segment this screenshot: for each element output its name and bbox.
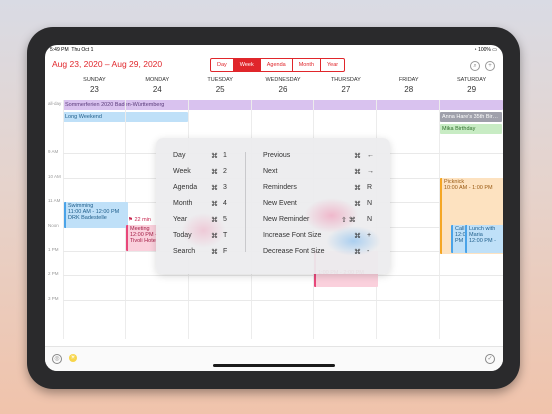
shortcut-row[interactable]: Month ⌘ 4 [173, 200, 227, 208]
event-title: Picknick [444, 179, 465, 185]
event-location: DRK Badestelle [68, 215, 107, 221]
highlight-blob [326, 226, 381, 256]
shortcut-row[interactable]: Previous ⌘ ← [263, 152, 374, 160]
reminders-check-icon[interactable]: ✓ [485, 354, 495, 364]
date-range-title: Aug 23, 2020 – Aug 29, 2020 [52, 59, 163, 69]
event-call[interactable]: Call 12:0 PM [451, 225, 469, 253]
tab-day[interactable]: Day [217, 62, 227, 68]
event-title: Meeting [130, 226, 150, 232]
hour-label: 11 AM [48, 198, 61, 203]
tab-year[interactable]: Year [320, 59, 344, 71]
shortcut-row[interactable]: Year ⌘ 5 [173, 216, 227, 224]
day-header[interactable]: WEDNESDAY 26 [265, 77, 301, 94]
hour-label: 3 PM [48, 296, 59, 301]
tab-agenda[interactable]: Agenda [259, 59, 292, 71]
shortcut-row[interactable]: Day ⌘ 1 [173, 152, 227, 160]
event-title: Swimming [68, 203, 94, 209]
event-meeting[interactable]: Meeting 12:00 PM - Tivoli Hote [126, 225, 160, 251]
event-time: 11:00 AM - 12:00 PM [68, 209, 120, 215]
hour-line [63, 300, 503, 301]
shortcut-row[interactable]: Next ⌘ → [263, 168, 374, 176]
event-time-suffix: PM [455, 238, 464, 244]
day-divider [63, 100, 64, 339]
day-header[interactable]: THURSDAY 27 [330, 77, 361, 94]
day-header[interactable]: TUESDAY 25 [207, 77, 233, 94]
column-divider [245, 152, 246, 252]
event-time: 12:00 PM - [130, 232, 157, 238]
shortcut-row[interactable]: Today ⌘ T [173, 232, 228, 240]
day-header[interactable]: SUNDAY 23 [83, 77, 106, 94]
travel-time: ⚑ 22 min [128, 217, 151, 223]
view-switcher: Day Week Agenda Month Year [210, 58, 346, 72]
shortcut-column-left: Day ⌘ 1 Week ⌘ 2 Agenda ⌘ 3 Month ⌘ 4 Year ⌘ 5 Tod… [173, 152, 233, 264]
calendars-icon[interactable]: ◎ [52, 354, 62, 364]
day-header[interactable]: MONDAY 24 [145, 77, 170, 94]
day-header[interactable]: FRIDAY 28 [398, 77, 419, 94]
hour-label: 1 PM [48, 247, 59, 252]
all-day-event[interactable]: Anna Hare's 35th Bir… [440, 112, 502, 122]
calendar-screen: 5:49 PM Thu Oct 1 ◔ 100% ▭ Aug 23, 2020 … [45, 45, 503, 371]
event-time: 12:0 [455, 232, 466, 238]
hour-label: Noon [48, 223, 59, 228]
home-indicator [213, 364, 335, 367]
weather-icon[interactable]: ☀ [69, 354, 77, 362]
add-event-icon[interactable]: + [485, 61, 495, 71]
shortcut-row[interactable]: Reminders ⌘ R [263, 184, 373, 192]
calendar-header: Aug 23, 2020 – Aug 29, 2020 Day Week Age… [45, 55, 503, 75]
shortcut-row[interactable]: New Reminder ⇧ ⌘ N [263, 216, 373, 224]
hour-label: 2 PM [48, 271, 59, 276]
shortcut-row[interactable]: Decrease Font Size ⌘ - [263, 248, 370, 256]
shortcut-row[interactable]: Agenda ⌘ 3 [173, 184, 227, 192]
event-title: Lunch with Maria [469, 226, 496, 238]
tab-week[interactable]: Week [232, 59, 260, 71]
tab-month[interactable]: Month [291, 59, 320, 71]
event-swimming[interactable]: Swimming 11:00 AM - 12:00 PM DRK Badeste… [64, 202, 128, 228]
shortcut-row[interactable]: New Event ⌘ N [263, 200, 373, 208]
hour-label: 9 AM [48, 149, 59, 154]
search-icon[interactable]: ⌕ [470, 61, 480, 71]
hour-label: 10 AM [48, 174, 61, 179]
event-time: 12:00 PM - [469, 238, 496, 244]
all-day-event[interactable]: Mika Birthday [440, 124, 502, 134]
all-day-event[interactable]: Sommerferien 2020 Baden-Württemberg [63, 100, 503, 110]
event-time: 10:00 AM - 1:00 PM [444, 185, 493, 191]
status-bar: 5:49 PM Thu Oct 1 ◔ 100% ▭ [45, 45, 503, 55]
shortcut-row[interactable]: Search ⌘ F [173, 248, 228, 256]
highlight-blob [304, 198, 359, 233]
day-divider [439, 100, 440, 339]
event-location: Tivoli Hote [130, 238, 156, 244]
day-headers: SUNDAY 23 MONDAY 24 TUESDAY 25 WEDNESDAY 26 … [63, 77, 503, 99]
event-title: Call [455, 226, 465, 232]
day-header[interactable]: SATURDAY 29 [457, 77, 487, 94]
highlight-blob [181, 213, 226, 248]
event-lunch[interactable]: Lunch with Maria 12:00 PM - [465, 225, 503, 253]
keyboard-shortcuts-overlay: Day ⌘ 1 Week ⌘ 2 Agenda ⌘ 3 Month ⌘ 4 Year ⌘ 5 Tod… [156, 138, 390, 274]
status-right: ◔ 100% ▭ [473, 47, 497, 53]
bottom-toolbar: ◎ ☀ ✓ [45, 346, 503, 371]
shortcut-row[interactable]: Week ⌘ 2 [173, 168, 227, 176]
shortcut-column-right: Previous ⌘ ← Next ⌘ → Reminders ⌘ R New Event ⌘… [263, 152, 381, 264]
status-time: 5:49 PM Thu Oct 1 [50, 47, 94, 53]
all-day-label: all-day [48, 101, 62, 106]
hour-line [63, 275, 503, 276]
shortcut-row[interactable]: Increase Font Size ⌘ + [263, 232, 372, 240]
